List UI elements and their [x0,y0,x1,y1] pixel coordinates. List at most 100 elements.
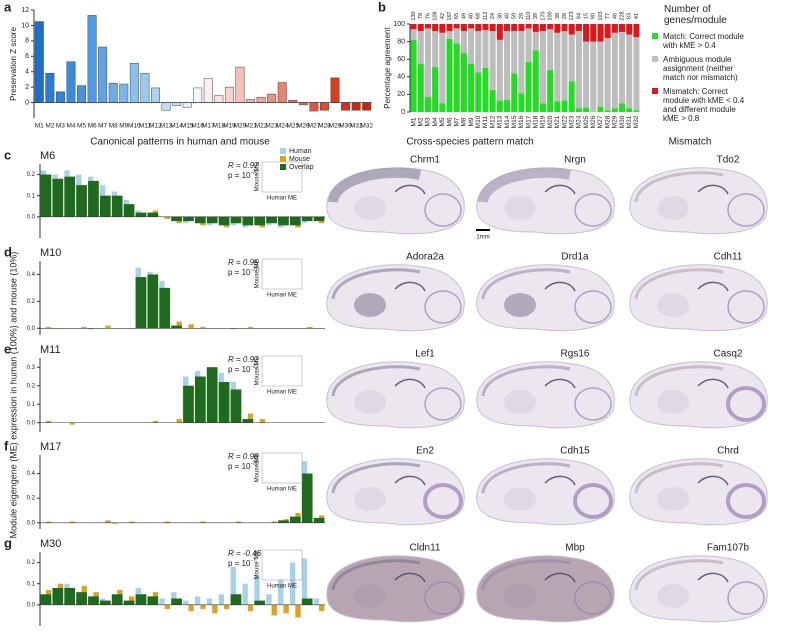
hippocampus [394,572,426,583]
x-tick-label: M5 [77,123,86,130]
panel-letter: e [4,341,11,356]
x-tick-label: M28 [318,123,331,130]
count-label: 65 [454,13,460,19]
bar [34,21,44,103]
bar [254,575,260,605]
y-axis-label: Preservation Z score [9,27,18,101]
bar-segment [439,24,446,33]
legend-label: Match: Correct module with kME > 0.4 [663,32,744,50]
bar [203,78,213,103]
brain-section [629,167,768,235]
overlap-bar [99,195,111,217]
x-tick-label: M1 [410,117,417,126]
gene-label: Rgs16 [561,349,590,360]
bar [161,102,171,111]
x-tick-label: M5 [439,117,446,126]
bar [298,102,308,106]
count-label: 40 [504,13,510,19]
brain-outline [629,361,768,429]
module-label: M10 [40,247,61,259]
brain-section [326,361,465,429]
cerebellum [424,290,462,324]
cortex-band [331,559,421,591]
bar [119,83,129,103]
striatum [354,196,386,220]
overlap-bar [64,587,76,605]
bar-segment [410,39,417,113]
count-label: 112 [483,12,489,21]
bar [218,594,225,605]
p-exponent: -36 [251,460,259,466]
brain-outline [326,264,465,332]
bar-segment [468,24,475,29]
bar [81,326,87,329]
overlap-bar [76,592,87,605]
gene-label: Casq2 [714,349,743,360]
panel-letter: c [4,147,11,162]
p-value: p = 10 [228,268,251,277]
x-tick-label: M17 [525,115,532,128]
inset-xlabel: Human ME [267,390,297,396]
bar [105,520,111,523]
bar-segment [590,41,597,112]
x-tick-label: M7 [98,123,107,130]
y-tick-label: 0.3 [27,365,36,371]
cerebellum [424,387,462,421]
bar-segment [626,108,633,112]
bar [69,521,76,523]
brain-outline [476,167,615,235]
overlap-bar [135,594,147,605]
bar [164,604,171,610]
x-tick-label: M29 [612,115,619,128]
bar-segment [439,32,446,104]
y-tick-label: 0.0 [27,214,36,220]
brain-section [629,458,768,526]
bar [140,73,150,103]
count-label: 49 [461,13,467,19]
gene-label: Cldn11 [410,543,441,554]
y-tick-label: 0.0 [27,420,36,426]
overlap-bar [313,216,325,222]
hippocampus [697,475,729,486]
striatum [657,487,689,511]
inset-xlabel: Human ME [267,196,297,202]
cortex-band [481,462,571,494]
panel-letter: f [4,438,9,453]
bar [193,87,203,103]
bar-segment [446,24,453,32]
x-tick-label: M2 [418,117,425,126]
gene-label: Cdh11 [714,252,743,263]
bar-segment [489,24,496,32]
count-label: 76 [425,13,431,19]
legend-label: Human [289,148,312,155]
x-tick-label: M26 [590,115,597,128]
header: Canonical patterns in human and mouse [90,137,270,148]
overlap-bar [88,596,99,605]
brain-outline [476,264,615,332]
inset-frame [261,452,303,484]
y-axis-label: Percentage agreement [383,27,392,109]
bar-segment [424,28,431,98]
bar [69,422,76,425]
bar-segment [597,41,604,107]
gene-label: Mbp [565,543,585,554]
bar [362,102,372,111]
bar [288,100,298,103]
overlap-bar [88,180,99,217]
bar [105,325,111,329]
bar-segment [619,103,626,112]
bar-segment [511,73,518,112]
x-tick-label: M23 [568,115,575,128]
bar [159,598,165,605]
overlap-bar [171,325,182,329]
bar [172,102,182,106]
scale-label: 1mm [476,235,489,241]
y-axis-label: Module eigengene (ME) expression in huma… [8,252,18,539]
count-label: 167 [447,11,453,20]
overlap-bar [123,600,135,605]
bar-segment [619,31,626,104]
y-tick-label: 40 [397,74,405,81]
inset-frame [261,355,303,387]
panel-letter: b [378,0,386,14]
count-label: 83 [627,13,633,19]
